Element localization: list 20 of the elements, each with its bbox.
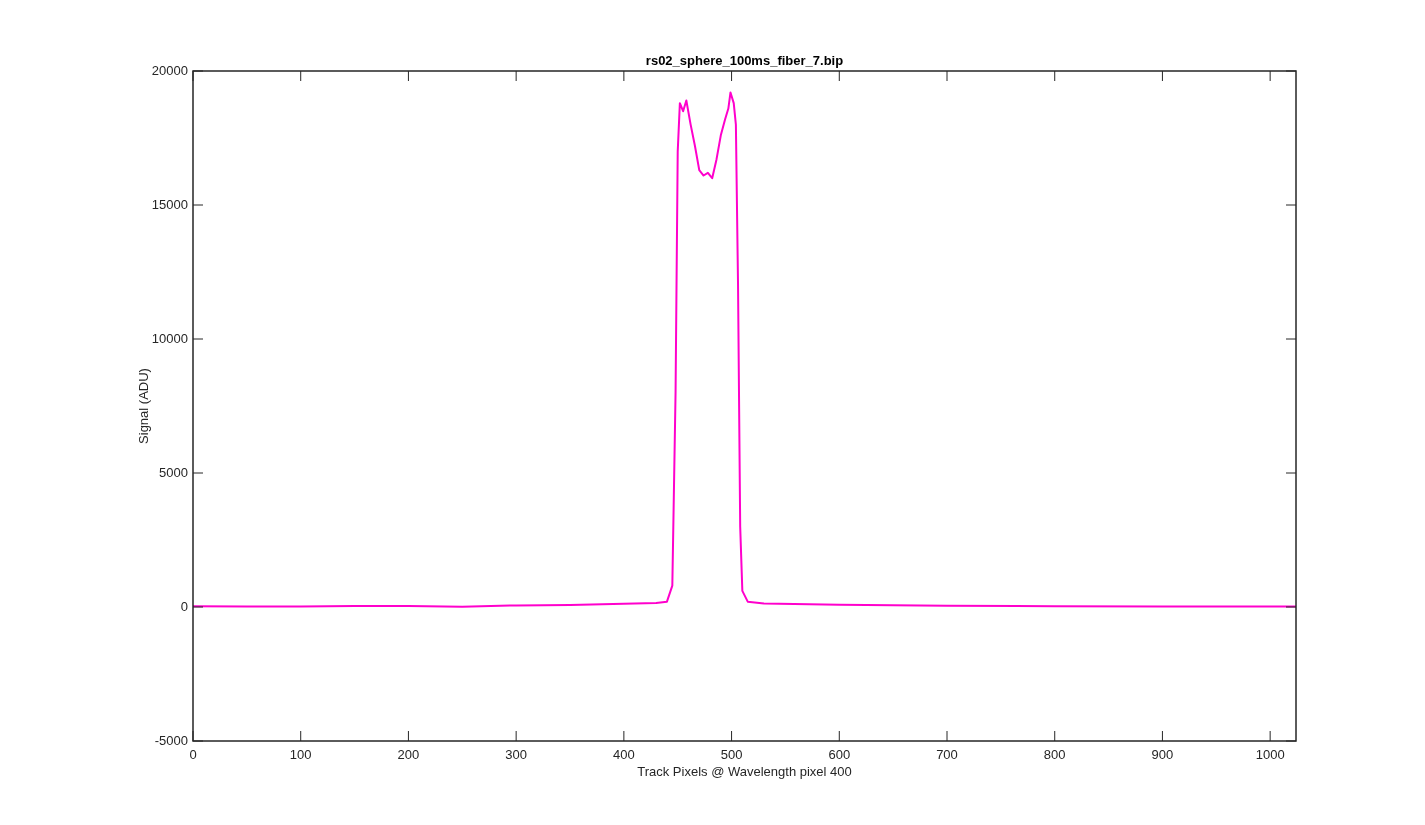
y-tick-label: -5000 [154, 733, 188, 748]
x-tick-label: 400 [613, 747, 635, 762]
x-tick-label: 500 [720, 747, 743, 762]
x-tick-label: 800 [1043, 747, 1066, 762]
x-tick-label: 1000 [1255, 747, 1285, 762]
x-tick-label: 300 [505, 747, 527, 762]
y-tick-label: 15000 [151, 197, 188, 212]
y-tick-label: 10000 [151, 331, 188, 346]
y-axis-title: Signal (ADU) [136, 368, 151, 444]
x-tick-label: 600 [828, 747, 851, 762]
y-tick-label: 5000 [159, 465, 188, 480]
x-tick-label: 100 [289, 747, 312, 762]
x-tick-label: 900 [1151, 747, 1174, 762]
y-tick-label: 20000 [151, 63, 188, 78]
y-tick-label: 0 [180, 599, 188, 614]
x-tick-label: 200 [397, 747, 420, 762]
x-axis-title: Track Pixels @ Wavelength pixel 400 [637, 764, 852, 779]
line-series [193, 91, 1296, 608]
x-tick-label: 700 [936, 747, 958, 762]
chart-title: rs02_sphere_100ms_fiber_7.bip [645, 53, 844, 68]
